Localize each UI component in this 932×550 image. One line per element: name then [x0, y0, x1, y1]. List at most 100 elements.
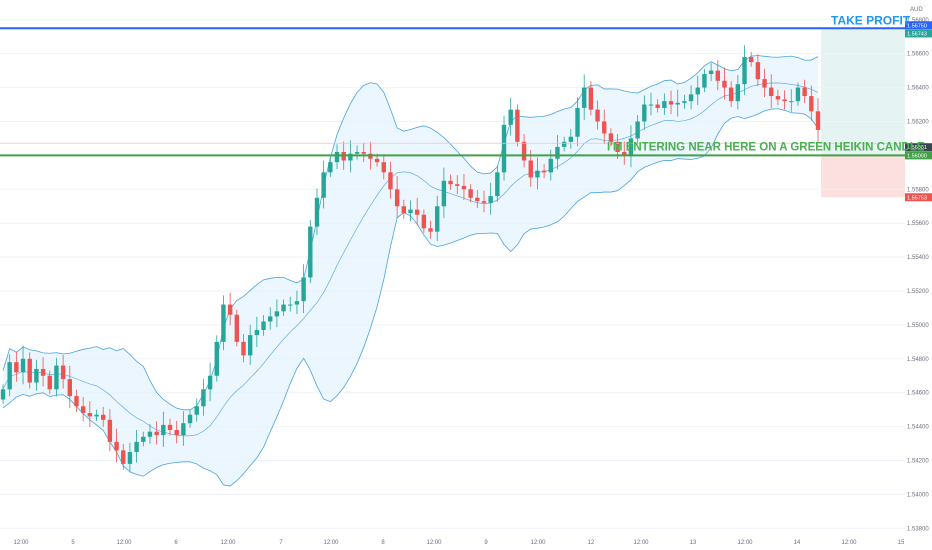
candle [481, 190, 487, 213]
entry-text: I'M ENTERING NEAR HERE ON A GREEN HEIKIN… [607, 141, 925, 153]
candle [361, 142, 366, 162]
candle-body [608, 133, 614, 142]
candle-body [802, 87, 807, 97]
candle [47, 370, 52, 394]
candle [147, 423, 153, 444]
candle [14, 351, 19, 382]
bollinger-bands [2, 55, 819, 487]
candle-body [234, 314, 240, 342]
candle [214, 335, 219, 382]
candle [588, 81, 594, 116]
candle-body [187, 414, 193, 424]
candle-body [675, 102, 680, 105]
candle-body [394, 189, 400, 207]
candle-body [194, 406, 199, 415]
take-profit-text: TAKE PROFIT [831, 13, 911, 27]
price-tick: 1.54600 [907, 391, 929, 397]
candle [675, 89, 680, 117]
time-tick: 12:00 [633, 540, 649, 546]
candle [314, 188, 320, 235]
candle [308, 220, 313, 284]
candle [762, 68, 767, 98]
candle-body [174, 429, 179, 436]
candle-body [668, 101, 674, 105]
candle [381, 154, 386, 180]
candle-body [167, 424, 173, 430]
candle-body [428, 228, 433, 232]
time-tick: 12:00 [841, 540, 857, 546]
candle-body [34, 368, 39, 383]
candle [668, 90, 674, 114]
candle [288, 296, 293, 312]
candle [54, 357, 59, 397]
candle [187, 409, 193, 428]
candle [354, 145, 360, 160]
candle-body [441, 180, 447, 207]
candle-body [635, 121, 640, 139]
price-tick: 1.55200 [907, 289, 929, 295]
candle-body [154, 431, 159, 436]
candle [815, 98, 821, 142]
candle-body [501, 124, 507, 173]
candle-body [281, 304, 286, 312]
time-tick: 8 [381, 540, 385, 546]
candle-body [782, 99, 787, 102]
candle-body [94, 414, 99, 417]
candle [628, 125, 634, 168]
candle-body [795, 87, 801, 102]
candle-body [288, 304, 293, 306]
candle-body [762, 79, 767, 88]
candles [0, 45, 821, 473]
candle-body [508, 109, 513, 125]
time-axis: 12:00 5 12:00 6 12:00 7 12:00 8 12:00 9 12:00 12 12:… [13, 540, 905, 546]
candle-body [421, 214, 427, 229]
candle [134, 429, 139, 463]
candle-body [241, 341, 246, 356]
time-tick: 5 [71, 540, 75, 546]
candle [715, 60, 720, 91]
candle [408, 200, 413, 222]
candle [501, 115, 507, 181]
candle-body [715, 70, 720, 81]
candle-body [722, 80, 727, 88]
projection-zones [821, 28, 905, 198]
candle [755, 54, 761, 87]
candle [60, 355, 66, 389]
candle [161, 411, 166, 447]
candle-body [67, 379, 73, 397]
candle-body [381, 162, 386, 173]
candle [348, 140, 353, 173]
candle [254, 316, 260, 347]
candle [301, 264, 306, 314]
candle-body [388, 172, 393, 190]
candle [581, 74, 587, 120]
candle-body [541, 170, 547, 173]
candle-body [361, 151, 366, 154]
candle [27, 352, 32, 389]
candle-body [321, 172, 326, 198]
candle-body [435, 206, 440, 232]
time-tick: 12:00 [737, 540, 753, 546]
candle-body [521, 141, 527, 161]
time-tick: 7 [279, 540, 283, 546]
candle [789, 89, 794, 112]
candle [655, 99, 660, 113]
price-tick: 1.54800 [907, 357, 929, 363]
candle-body [334, 151, 340, 163]
price-axis: 1.56800 1.56600 1.56400 1.56200 1.56000 1.558… [905, 7, 932, 532]
candle-body [682, 101, 687, 103]
candle-body [314, 197, 320, 227]
candle-body [14, 362, 19, 373]
candle-body [775, 96, 781, 100]
candle [448, 174, 453, 191]
current-price-badge: 1.56001 [907, 145, 927, 151]
candle-body [695, 87, 700, 95]
candle-body [54, 365, 59, 390]
time-tick: 12:00 [116, 540, 132, 546]
candle-body [555, 146, 560, 159]
time-tick: 6 [174, 540, 178, 546]
candle [775, 89, 781, 106]
candle-body [581, 87, 587, 108]
stop-badge: 1.55753 [907, 195, 927, 201]
candle-body [528, 160, 533, 178]
